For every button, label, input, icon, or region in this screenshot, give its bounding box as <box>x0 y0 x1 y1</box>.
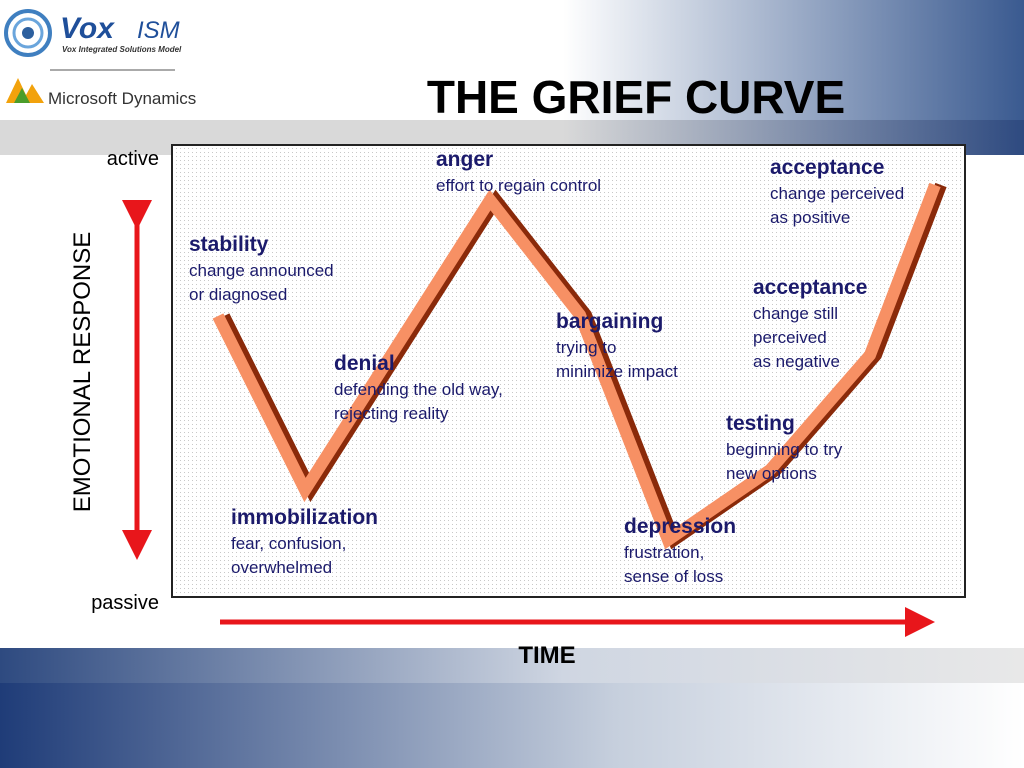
stage-stability: stability change announced or diagnosed <box>189 233 334 304</box>
stage-name: immobilization <box>231 506 378 529</box>
stage-name: bargaining <box>556 310 663 333</box>
stage-description: beginning to try <box>726 440 843 459</box>
logo: Vox ISM Vox Integrated Solutions Model M… <box>4 9 196 108</box>
stage-description: change perceived <box>770 184 904 203</box>
stage-acceptance-positive: acceptance change perceived as positive <box>770 156 904 227</box>
stage-bargaining: bargaining trying to minimize impact <box>556 310 678 381</box>
grief-curve <box>212 182 941 550</box>
footer-band <box>0 648 1024 683</box>
stage-testing: testing beginning to try new options <box>726 412 843 483</box>
stage-description: frustration, <box>624 543 704 562</box>
stage-description: new options <box>726 464 817 483</box>
stage-description: fear, confusion, <box>231 534 346 553</box>
stage-description: perceived <box>753 328 827 347</box>
footer-bg <box>0 683 1024 768</box>
stage-depression: depression frustration, sense of loss <box>624 515 736 586</box>
stage-name: acceptance <box>770 156 884 179</box>
stage-name: anger <box>436 148 493 171</box>
logo-suffix: ISM <box>137 17 180 44</box>
stage-description: change still <box>753 304 838 323</box>
vertical-axis-label: EMOTIONAL RESPONSE <box>69 232 96 513</box>
stage-name: acceptance <box>753 276 867 299</box>
stage-name: denial <box>334 352 395 375</box>
stage-anger: anger effort to regain control <box>436 148 601 195</box>
stage-immobilization: immobilization fear, confusion, overwhel… <box>231 506 378 577</box>
horizontal-axis-label: TIME <box>518 642 575 669</box>
active-label: active <box>107 148 159 170</box>
passive-label: passive <box>91 592 159 614</box>
logo-tagline: Vox Integrated Solutions Model <box>62 45 182 54</box>
stage-name: testing <box>726 412 795 435</box>
stage-denial: denial defending the old way, rejecting … <box>334 352 503 423</box>
stage-description: sense of loss <box>624 567 723 586</box>
stage-description: rejecting reality <box>334 404 449 423</box>
partner-name: Microsoft Dynamics <box>48 89 196 108</box>
slide-title: THE GRIEF CURVE <box>427 71 845 123</box>
logo-name: Vox <box>60 12 115 45</box>
chart-frame <box>171 144 966 598</box>
stage-description: as positive <box>770 208 850 227</box>
stage-description: as negative <box>753 352 840 371</box>
stage-description: minimize impact <box>556 362 678 381</box>
header-bg <box>0 0 1024 120</box>
stage-name: stability <box>189 233 269 256</box>
stage-description: overwhelmed <box>231 558 332 577</box>
stage-description: or diagnosed <box>189 285 287 304</box>
stage-description: defending the old way, <box>334 380 503 399</box>
stage-acceptance-negative: acceptance change still perceived as neg… <box>753 276 867 371</box>
stage-name: depression <box>624 515 736 538</box>
stage-description: effort to regain control <box>436 176 601 195</box>
stage-description: trying to <box>556 338 616 357</box>
stage-description: change announced <box>189 261 334 280</box>
